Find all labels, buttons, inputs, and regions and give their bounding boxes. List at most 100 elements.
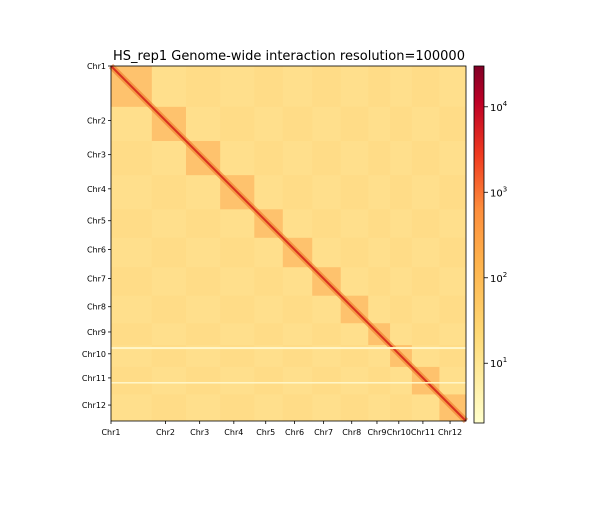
y-tick-label: Chr11 — [82, 374, 106, 383]
inter-chromosome-cell — [390, 237, 412, 268]
y-tick-label: Chr4 — [87, 185, 106, 194]
inter-chromosome-cell — [368, 66, 391, 107]
inter-chromosome-cell — [439, 295, 466, 324]
y-tick-label: Chr6 — [87, 246, 106, 255]
colorbar-gradient — [473, 65, 485, 424]
inter-chromosome-cell — [439, 345, 466, 367]
inter-chromosome-cell — [368, 267, 391, 296]
colorbar-tick-label: 103 — [490, 185, 507, 199]
inter-chromosome-cell — [220, 345, 255, 367]
inter-chromosome-cell — [254, 267, 283, 296]
inter-chromosome-cell — [254, 66, 283, 107]
y-tick-label: Chr5 — [87, 217, 106, 226]
x-tick-label: Chr8 — [342, 428, 361, 437]
inter-chromosome-cell — [151, 295, 186, 324]
inter-chromosome-cell — [185, 323, 221, 346]
y-tick-label: Chr9 — [87, 328, 106, 337]
colorbar-tick-label: 102 — [490, 271, 507, 285]
inter-chromosome-cell — [185, 209, 221, 238]
y-tick-label: Chr2 — [87, 116, 106, 125]
gap-line-chr10 — [111, 347, 466, 350]
inter-chromosome-cell — [220, 394, 255, 421]
inter-chromosome-cell — [312, 66, 341, 107]
inter-chromosome-cell — [254, 366, 283, 395]
inter-chromosome-cell — [411, 66, 440, 107]
inter-chromosome-cell — [151, 394, 186, 421]
inter-chromosome-cell — [340, 345, 369, 367]
inter-chromosome-cell — [390, 175, 412, 210]
colorbar-tick-exponent: 2 — [503, 271, 507, 279]
inter-chromosome-cell — [282, 106, 313, 141]
colorbar-tick-exponent: 3 — [503, 185, 507, 193]
y-tick-label: Chr1 — [87, 62, 106, 71]
gap-line-chr11 — [111, 382, 466, 384]
inter-chromosome-cell — [312, 209, 341, 238]
x-tick-label: Chr2 — [156, 428, 175, 437]
x-tick-label: Chr3 — [190, 428, 209, 437]
heatmap-frame — [110, 65, 467, 422]
inter-chromosome-cell — [390, 394, 412, 421]
x-tick-label: Chr7 — [314, 428, 333, 437]
inter-chromosome-cell — [439, 106, 466, 141]
x-tick-label: Chr6 — [285, 428, 304, 437]
inter-chromosome-cell — [340, 237, 369, 268]
inter-chromosome-cell — [220, 237, 255, 268]
y-tick-label: Chr8 — [87, 303, 106, 312]
inter-chromosome-cell — [220, 106, 255, 141]
y-tick-label: Chr7 — [87, 275, 106, 284]
x-axis-ticks: Chr1 Chr2 Chr3 Chr4 Chr5 Chr6 Chr7 Chr8 Chr9 Chr1… — [101, 421, 462, 437]
y-axis-ticks: Chr1 Chr2 Chr3 Chr4 Chr5 Chr6 Chr7 Chr8 Chr9 Chr1… — [82, 62, 111, 410]
y-tick-label: Chr10 — [82, 350, 106, 359]
inter-chromosome-cell — [151, 345, 186, 367]
colorbar-ticks: 101 102 103 104 — [484, 100, 508, 370]
colorbar-tick-exponent: 1 — [503, 356, 507, 364]
inter-chromosome-cell — [312, 366, 341, 395]
inter-chromosome-cell — [368, 209, 391, 238]
inter-chromosome-cell — [254, 140, 283, 176]
inter-chromosome-cell — [411, 267, 440, 296]
inter-chromosome-cell — [411, 209, 440, 238]
x-tick-label: Chr5 — [256, 428, 275, 437]
x-tick-label: Chr10 — [387, 428, 411, 437]
inter-chromosome-cell — [282, 345, 313, 367]
x-tick-label: Chr4 — [224, 428, 243, 437]
inter-chromosome-cell — [312, 323, 341, 346]
inter-chromosome-cell — [111, 209, 152, 238]
inter-chromosome-cell — [439, 175, 466, 210]
inter-chromosome-cell — [185, 66, 221, 107]
inter-chromosome-cell — [111, 140, 152, 176]
inter-chromosome-cell — [368, 366, 391, 395]
inter-chromosome-cell — [185, 366, 221, 395]
inter-chromosome-cell — [151, 237, 186, 268]
chart-title: HS_rep1 Genome-wide interaction resoluti… — [113, 49, 465, 64]
x-tick-label: Chr12 — [438, 428, 462, 437]
inter-chromosome-cell — [151, 175, 186, 210]
y-tick-label: Chr12 — [82, 401, 106, 410]
inter-chromosome-cell — [111, 267, 152, 296]
inter-chromosome-cell — [390, 106, 412, 141]
inter-chromosome-cell — [340, 175, 369, 210]
colorbar-tick-label: 101 — [490, 356, 507, 370]
x-tick-label: Chr9 — [367, 428, 386, 437]
inter-chromosome-cell — [340, 106, 369, 141]
y-tick-label: Chr3 — [87, 151, 106, 160]
inter-chromosome-cell — [282, 295, 313, 324]
inter-chromosome-cell — [340, 394, 369, 421]
colorbar-tick-exponent: 4 — [503, 100, 508, 108]
inter-chromosome-cell — [439, 237, 466, 268]
colorbar: 101 102 103 104 — [473, 65, 508, 424]
inter-chromosome-cell — [411, 323, 440, 346]
x-tick-label: Chr11 — [411, 428, 435, 437]
inter-chromosome-cell — [220, 295, 255, 324]
inter-chromosome-cell — [312, 140, 341, 176]
inter-chromosome-cell — [390, 295, 412, 324]
colorbar-tick-label: 104 — [490, 100, 508, 114]
inter-chromosome-cell — [185, 267, 221, 296]
inter-chromosome-cell — [282, 394, 313, 421]
x-tick-label: Chr1 — [101, 428, 120, 437]
inter-chromosome-cell — [254, 323, 283, 346]
inter-chromosome-cell — [282, 175, 313, 210]
inter-chromosome-cell — [111, 366, 152, 395]
inter-chromosome-cell — [368, 140, 391, 176]
